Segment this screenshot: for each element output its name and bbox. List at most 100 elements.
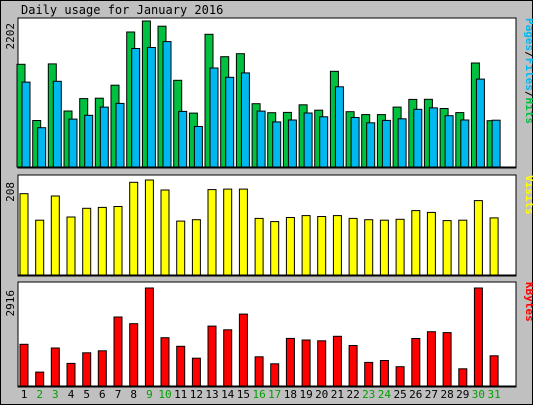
series-kbytes	[19, 287, 499, 387]
y-axis-title: Visits	[523, 175, 533, 215]
bar-files-day-11	[178, 110, 188, 168]
bar-kbytes-day-22	[348, 345, 358, 387]
bar-visits-day-21	[332, 215, 342, 276]
panel-plot-area	[17, 174, 517, 277]
bar-kbytes-day-15	[238, 313, 248, 387]
bar-visits-day-17	[270, 221, 280, 276]
bar-kbytes-day-29	[458, 368, 468, 387]
bar-visits-day-30	[473, 200, 483, 276]
bar-kbytes-day-23	[364, 361, 374, 387]
x-tick-label: 10	[158, 388, 171, 401]
bar-files-day-17	[272, 121, 282, 168]
bar-kbytes-day-8	[129, 323, 139, 387]
x-tick-label: 20	[315, 388, 328, 401]
bar-files-day-14	[225, 76, 235, 168]
x-tick-label: 17	[268, 388, 281, 401]
bar-files-day-20	[319, 116, 329, 168]
bar-kbytes-day-31	[489, 355, 499, 387]
x-tick-label: 2	[36, 388, 43, 401]
x-tick-label: 24	[378, 388, 392, 401]
bar-files-day-27	[428, 107, 438, 168]
bar-visits-day-1	[19, 193, 29, 276]
y-axis-title: Pages/Files/Hits	[523, 18, 533, 124]
panel-visits: 208 Visits	[4, 174, 533, 277]
y-axis-title-part: /	[523, 91, 533, 98]
bar-kbytes-day-7	[113, 316, 123, 387]
bar-visits-day-11	[176, 220, 186, 276]
bar-files-day-5	[84, 114, 94, 168]
bar-files-day-26	[413, 108, 423, 168]
bar-files-day-31	[491, 119, 501, 168]
x-tick-label: 21	[331, 388, 344, 401]
x-tick-label: 26	[409, 388, 422, 401]
bar-kbytes-day-3	[50, 347, 60, 387]
bar-kbytes-day-25	[395, 366, 405, 387]
x-tick-label: 12	[190, 388, 203, 401]
y-max-label: 2202	[4, 23, 17, 50]
x-tick-label: 30	[472, 388, 485, 401]
bar-kbytes-day-19	[301, 339, 311, 387]
y-max-label: 2916	[4, 290, 17, 317]
bar-kbytes-day-28	[442, 332, 452, 387]
bar-kbytes-day-9	[144, 287, 154, 387]
bar-files-day-16	[256, 110, 266, 168]
x-tick-label: 3	[52, 388, 59, 401]
y-axis-title-part: Hits	[523, 98, 533, 125]
bar-files-day-7	[115, 102, 125, 168]
bar-visits-day-22	[348, 217, 358, 276]
bar-files-day-12	[193, 126, 203, 168]
bar-visits-day-27	[426, 211, 436, 276]
x-tick-label: 31	[487, 388, 500, 401]
bar-files-day-8	[131, 48, 141, 168]
bar-visits-day-25	[395, 218, 405, 276]
bar-kbytes-day-20	[317, 340, 327, 387]
bar-visits-day-24	[379, 219, 389, 276]
x-tick-label: 8	[130, 388, 137, 401]
x-tick-label: 16	[252, 388, 265, 401]
bar-visits-day-5	[82, 207, 92, 276]
bar-files-day-9	[146, 47, 156, 168]
x-tick-label: 6	[99, 388, 106, 401]
x-tick-label: 22	[346, 388, 359, 401]
bar-visits-day-3	[50, 195, 60, 276]
bar-kbytes-day-10	[160, 337, 170, 387]
series-visits	[19, 179, 499, 276]
chart-title: Daily usage for January 2016	[21, 3, 223, 17]
x-tick-label: 7	[115, 388, 122, 401]
bar-visits-day-29	[458, 219, 468, 276]
bar-kbytes-day-16	[254, 356, 264, 387]
x-tick-label: 19	[299, 388, 312, 401]
x-tick-label: 18	[284, 388, 297, 401]
bar-kbytes-day-5	[82, 352, 92, 387]
x-tick-label: 23	[362, 388, 375, 401]
x-tick-label: 14	[221, 388, 235, 401]
bar-kbytes-day-21	[332, 335, 342, 387]
y-axis-title-part: Pages	[523, 18, 533, 51]
bar-kbytes-day-26	[411, 338, 421, 387]
bar-kbytes-day-17	[270, 363, 280, 387]
y-axis-title-part: Visits	[523, 175, 533, 215]
bar-visits-day-18	[285, 217, 295, 276]
y-axis-title-part: Files	[523, 58, 533, 91]
bar-kbytes-day-24	[379, 360, 389, 387]
bar-visits-day-23	[364, 219, 374, 276]
bar-files-day-2	[37, 127, 47, 168]
bar-files-day-4	[68, 118, 78, 168]
bar-files-day-22	[350, 117, 360, 168]
x-tick-label: 11	[174, 388, 187, 401]
bar-kbytes-day-30	[473, 287, 483, 387]
bar-files-day-30	[475, 78, 485, 168]
bar-visits-day-28	[442, 220, 452, 276]
y-axis-title-part: /	[523, 51, 533, 58]
x-tick-label: 25	[393, 388, 406, 401]
bar-visits-day-31	[489, 217, 499, 276]
bar-files-day-23	[366, 122, 376, 168]
bar-visits-day-26	[411, 210, 421, 276]
bar-visits-day-14	[223, 188, 233, 276]
bar-files-day-18	[287, 119, 297, 168]
bar-kbytes-day-12	[191, 357, 201, 387]
bar-kbytes-day-4	[66, 362, 76, 387]
x-tick-label: 13	[205, 388, 218, 401]
